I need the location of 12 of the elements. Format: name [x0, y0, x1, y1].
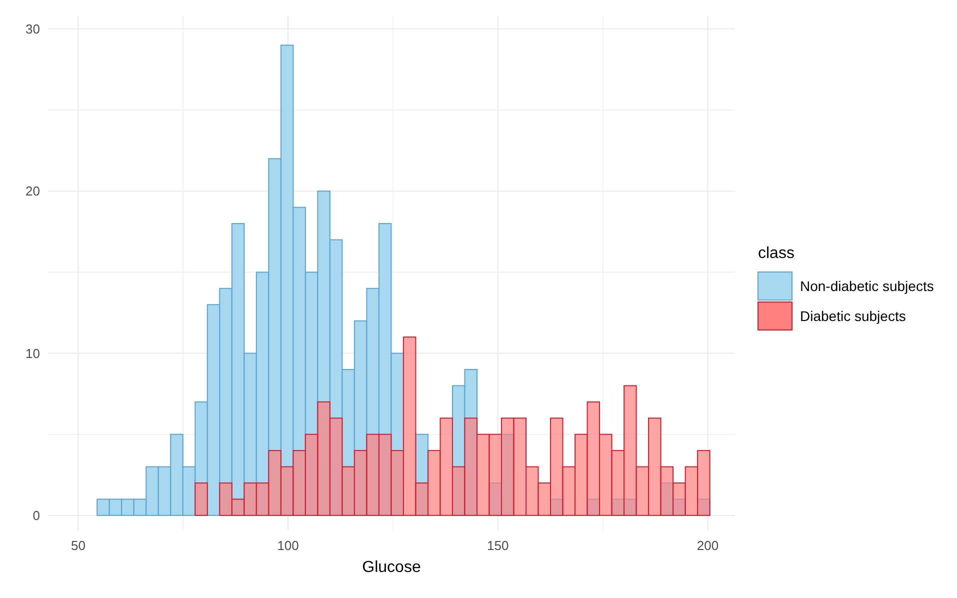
y-tick-label: 20	[26, 184, 40, 199]
y-tick-label: 10	[26, 346, 40, 361]
legend-label: Non-diabetic subjects	[800, 278, 934, 294]
x-tick-label: 100	[277, 538, 299, 553]
x-tick-label: 50	[70, 538, 86, 553]
x-tick-label: 200	[696, 538, 719, 553]
y-tick-label: 30	[26, 21, 40, 36]
x-tick-label: 150	[487, 538, 509, 553]
legend-title: class	[758, 245, 794, 262]
legend-label: Diabetic subjects	[800, 308, 906, 324]
x-axis-title: Glucose	[362, 559, 421, 576]
y-tick-label: 0	[32, 508, 40, 523]
